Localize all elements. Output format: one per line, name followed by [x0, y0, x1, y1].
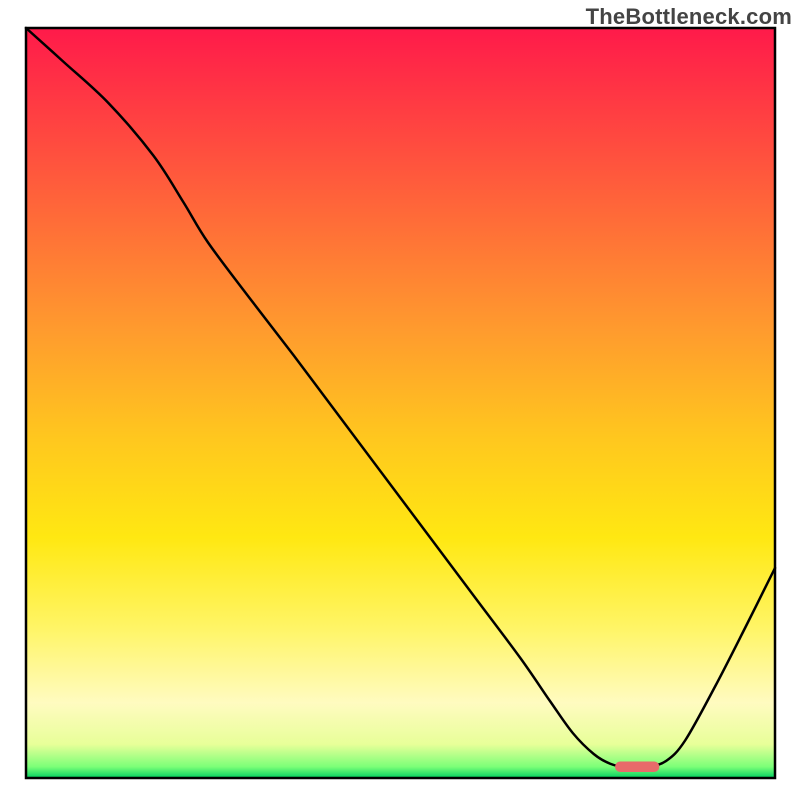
- sweet-spot-marker: [615, 762, 659, 773]
- bottleneck-chart: [0, 0, 800, 800]
- gradient-background: [26, 28, 775, 778]
- screenshot-container: TheBottleneck.com: [0, 0, 800, 800]
